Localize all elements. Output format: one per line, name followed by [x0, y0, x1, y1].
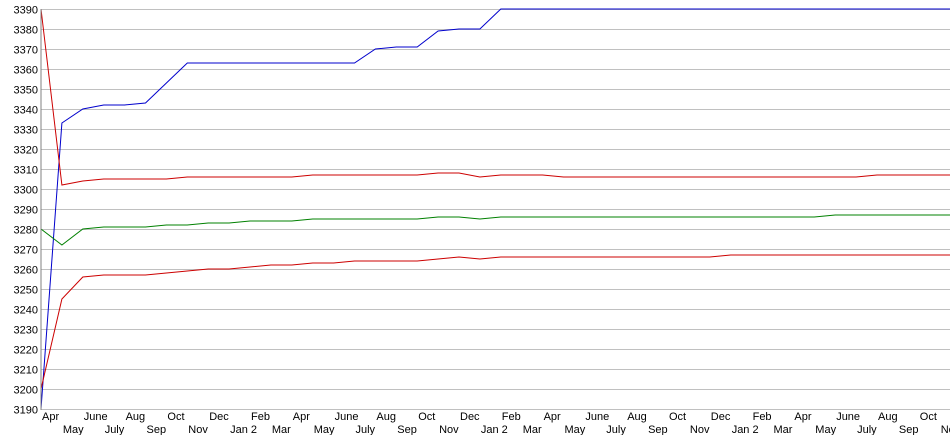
y-tick-label: 3270 — [14, 245, 38, 257]
x-tick-label: Sep — [397, 424, 417, 435]
series-line-2 — [40, 8, 950, 186]
series-line-1 — [40, 8, 950, 410]
y-tick-label: 3360 — [14, 65, 38, 77]
y-tick-label: 3350 — [14, 85, 38, 97]
x-tick-label: Mar — [523, 424, 542, 435]
x-tick-label: Nov — [188, 424, 208, 435]
y-tick-label: 3260 — [14, 265, 38, 277]
y-tick-label: 3280 — [14, 225, 38, 237]
x-tick-label: May — [314, 424, 335, 435]
y-tick-label: 3300 — [14, 185, 38, 197]
x-tick-label: July — [606, 424, 626, 435]
x-tick-label: Oct — [669, 411, 686, 423]
y-tick-label: 3230 — [14, 325, 38, 337]
x-tick-label: June — [585, 411, 609, 423]
x-tick-label: Apr — [293, 411, 310, 423]
series-line-4 — [40, 254, 950, 390]
x-tick-label: May — [63, 424, 84, 435]
x-tick-label: June — [84, 411, 108, 423]
y-axis-tick-labels: 3190 3200 3210 3220 3230 3240 3250 3260 3270 3280… — [14, 5, 38, 417]
x-tick-label: Aug — [126, 411, 146, 423]
y-tick-label: 3310 — [14, 165, 38, 177]
x-tick-label: July — [857, 424, 877, 435]
x-tick-label: Dec — [209, 411, 229, 423]
x-tick-label: Sep — [147, 424, 167, 435]
x-tick-label: June — [335, 411, 359, 423]
x-tick-label: Oct — [418, 411, 435, 423]
x-tick-label: Mar — [774, 424, 793, 435]
x-tick-label: Dec — [711, 411, 731, 423]
y-tick-label: 3240 — [14, 305, 38, 317]
x-tick-label: Nov — [690, 424, 710, 435]
x-tick-label: Aug — [627, 411, 647, 423]
x-tick-label: June — [836, 411, 860, 423]
x-tick-label: Jan 2 — [481, 424, 508, 435]
x-tick-label: Nov — [439, 424, 459, 435]
x-tick-label: Oct — [920, 411, 937, 423]
y-tick-label: 3250 — [14, 285, 38, 297]
x-tick-label: Aug — [878, 411, 898, 423]
x-tick-label: Apr — [794, 411, 811, 423]
x-tick-label: Jan 2 — [732, 424, 759, 435]
x-tick-label: Nov — [941, 424, 950, 435]
y-tick-label: 3330 — [14, 125, 38, 137]
x-tick-label: Apr — [544, 411, 561, 423]
x-tick-label: Feb — [251, 411, 270, 423]
y-tick-label: 3370 — [14, 45, 38, 57]
x-tick-label: Aug — [376, 411, 396, 423]
y-tick-label: 3190 — [14, 405, 38, 417]
y-tick-label: 3380 — [14, 25, 38, 37]
gridlines — [41, 9, 950, 410]
y-tick-label: 3320 — [14, 145, 38, 157]
y-tick-label: 3210 — [14, 365, 38, 377]
x-tick-label: Apr — [42, 411, 59, 423]
y-tick-label: 3390 — [14, 5, 38, 17]
x-tick-label: Feb — [502, 411, 521, 423]
x-tick-label: July — [356, 424, 376, 435]
x-tick-label: Mar — [272, 424, 291, 435]
x-tick-label: July — [105, 424, 125, 435]
series-lines — [40, 8, 950, 410]
y-tick-label: 3220 — [14, 345, 38, 357]
x-tick-label: May — [815, 424, 836, 435]
x-tick-label: Sep — [648, 424, 668, 435]
x-tick-label: Oct — [167, 411, 184, 423]
x-tick-label: Jan 2 — [230, 424, 257, 435]
x-tick-label: Dec — [460, 411, 480, 423]
x-tick-label: Feb — [753, 411, 772, 423]
y-tick-label: 3340 — [14, 105, 38, 117]
x-tick-label: May — [565, 424, 586, 435]
series-line-3 — [40, 214, 950, 246]
y-tick-label: 3200 — [14, 385, 38, 397]
y-tick-label: 3290 — [14, 205, 38, 217]
x-tick-label: Sep — [899, 424, 919, 435]
